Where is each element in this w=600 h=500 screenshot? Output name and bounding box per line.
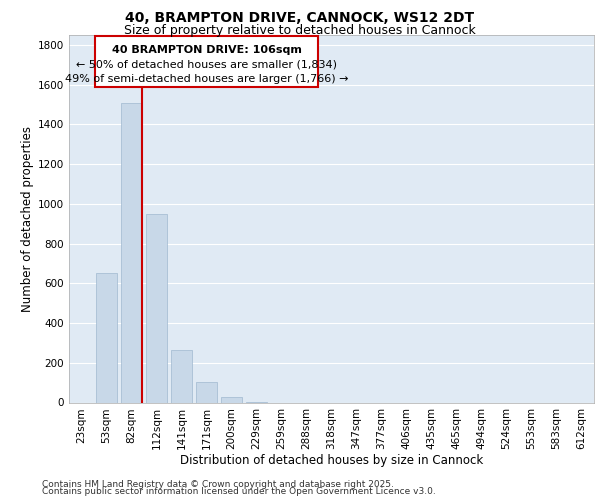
Bar [95, 36, 318, 86]
Text: Size of property relative to detached houses in Cannock: Size of property relative to detached ho… [124, 24, 476, 37]
Text: 40, BRAMPTON DRIVE, CANNOCK, WS12 2DT: 40, BRAMPTON DRIVE, CANNOCK, WS12 2DT [125, 11, 475, 25]
Bar [196, 382, 217, 402]
Text: Contains public sector information licensed under the Open Government Licence v3: Contains public sector information licen… [42, 487, 436, 496]
Bar [121, 102, 142, 403]
Bar [171, 350, 192, 403]
Y-axis label: Number of detached properties: Number of detached properties [21, 126, 34, 312]
Bar [146, 214, 167, 402]
Text: 40 BRAMPTON DRIVE: 106sqm: 40 BRAMPTON DRIVE: 106sqm [112, 45, 301, 55]
Text: 49% of semi-detached houses are larger (1,766) →: 49% of semi-detached houses are larger (… [65, 74, 348, 84]
X-axis label: Distribution of detached houses by size in Cannock: Distribution of detached houses by size … [180, 454, 483, 466]
Bar [96, 274, 117, 402]
Text: ← 50% of detached houses are smaller (1,834): ← 50% of detached houses are smaller (1,… [76, 60, 337, 70]
Text: Contains HM Land Registry data © Crown copyright and database right 2025.: Contains HM Land Registry data © Crown c… [42, 480, 394, 489]
Bar [221, 396, 242, 402]
